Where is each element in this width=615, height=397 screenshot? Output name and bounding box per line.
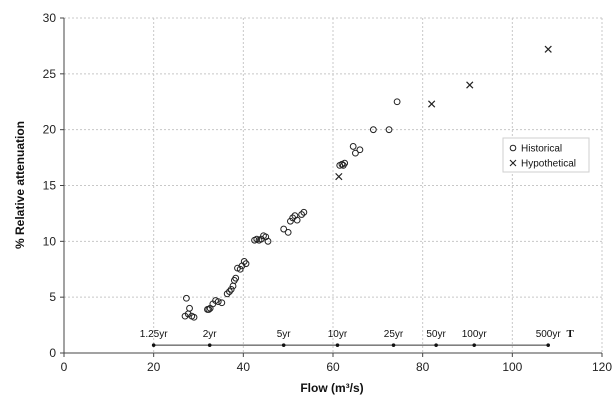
historical-point [349,143,357,150]
legend-marker-hypothetical [509,159,517,167]
hypothetical-point-stroke [544,45,552,53]
historical-point [190,313,198,321]
historical-point [369,126,377,134]
legend-marker-historical [509,144,517,152]
x-tick-label: 120 [592,360,612,374]
y-tick-label: 25 [43,67,57,81]
data-points [181,45,552,321]
y-tick-label: 10 [43,234,57,248]
return-period-T-label: T [567,328,575,340]
historical-point [186,304,193,312]
y-axis-title: % Relative attenuation [13,121,27,249]
return-period-label: 1.25yr [140,329,168,340]
return-period-dot [546,343,550,347]
historical-point [182,294,190,302]
y-tick-label: 5 [49,290,56,304]
historical-point [232,274,240,282]
historical-point [393,98,401,106]
hypothetical-point [335,172,343,181]
historical-point [287,217,294,225]
grid-lines [64,17,603,353]
return-period-dot [151,343,156,347]
return-period-label: 2yr [203,329,218,340]
historical-point [227,285,235,293]
historical-point [356,146,364,154]
tick-labels: 0 20 40 60 80 100 120 0 5 10 15 20 25 30 [43,11,613,374]
historical-point [352,149,359,157]
historical-point [205,306,213,313]
x-tick-label: 60 [326,360,340,374]
y-tick-label: 20 [43,123,57,137]
legend-box [502,137,590,173]
return-period-label: 10yr [328,329,348,340]
return-period-dot [472,343,477,347]
return-period-label: 500yr [536,329,562,340]
hypothetical-point-stroke [335,172,343,181]
historical-point [341,159,349,167]
x-tick-label: 0 [61,360,68,374]
historical-point [280,225,288,233]
return-period-dot [335,343,340,347]
hypothetical-point [544,45,552,53]
legend-label-hypothetical: Hypothetical [521,159,576,170]
hypothetical-point [428,100,436,108]
x-tick-label: 80 [416,360,430,374]
return-period-label: 25yr [384,329,404,340]
historical-point [293,216,301,224]
y-tick-label: 30 [43,11,57,25]
historical-point [214,298,222,306]
historical-point [223,290,231,298]
legend-label-historical: Historical [521,144,562,155]
return-period-label: 100yr [462,329,488,340]
historical-point [236,265,244,273]
return-period-dot [281,343,286,347]
return-period-label: 50yr [426,329,446,340]
x-tick-label: 40 [237,360,251,374]
return-period-dot [391,343,396,347]
return-period-dot [434,343,438,347]
historical-point [300,208,308,216]
historical-point [284,229,292,236]
legend: Historical Hypothetical [502,137,590,173]
x-tick-label: 20 [147,360,161,374]
historical-point [264,237,272,245]
y-tick-label: 15 [43,179,57,193]
hypothetical-point-stroke [428,100,436,108]
historical-point [385,126,393,134]
historical-point [242,260,250,268]
x-tick-label: 100 [502,360,522,374]
x-axis-title: Flow (m³/s) [300,381,363,395]
return-period-scale: 1.25yr 2yr 5yr 10yr 25yr 50yr 100yr 500yr T [140,328,575,347]
axes [60,17,603,357]
historical-point [218,299,226,307]
return-period-label: 5yr [277,329,292,340]
return-period-dot [207,343,212,347]
historical-point [298,211,306,218]
hypothetical-point [466,81,474,89]
y-tick-label: 0 [49,346,56,360]
hypothetical-point-stroke [466,81,474,89]
